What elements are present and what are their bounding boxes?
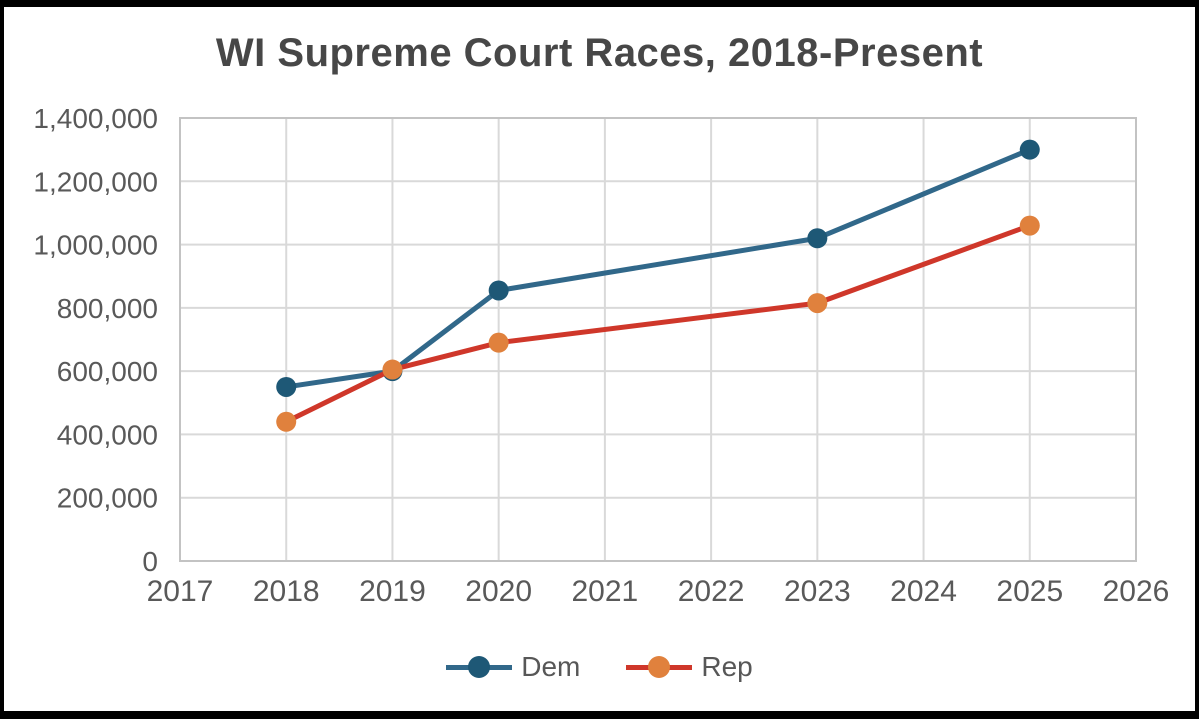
x-axis-tick-label: 2026 bbox=[1103, 575, 1170, 608]
data-point-rep-2020 bbox=[488, 332, 509, 353]
chart-title: WI Supreme Court Races, 2018-Present bbox=[215, 31, 984, 75]
y-axis-tick-label: 0 bbox=[142, 546, 158, 577]
y-axis-tick-label: 1,400,000 bbox=[33, 103, 158, 134]
legend-label: Dem bbox=[521, 651, 581, 682]
data-point-rep-2023 bbox=[807, 293, 828, 314]
x-axis-tick-label: 2025 bbox=[996, 575, 1063, 608]
data-point-dem-2025 bbox=[1019, 139, 1040, 160]
legend-marker-dot bbox=[648, 656, 671, 678]
legend-item-rep: Rep bbox=[626, 651, 753, 683]
data-point-rep-2025 bbox=[1019, 215, 1040, 236]
legend-label: Rep bbox=[701, 651, 753, 682]
x-axis-tick-label: 2024 bbox=[890, 575, 957, 608]
data-point-rep-2018 bbox=[276, 411, 297, 432]
legend-marker-dot bbox=[468, 656, 491, 678]
x-axis-tick-label: 2018 bbox=[253, 575, 320, 608]
x-axis-tick-label: 2023 bbox=[784, 575, 851, 608]
y-axis-tick-label: 600,000 bbox=[57, 356, 158, 387]
plot-border bbox=[179, 117, 1137, 562]
legend-swatch-rep bbox=[626, 656, 693, 678]
data-point-rep-2019 bbox=[382, 359, 403, 380]
line-chart: 0 200,000 400,000 600,000 800,000 1,000,000 1,… bbox=[33, 103, 1170, 608]
x-axis-tick-label: 2019 bbox=[359, 575, 426, 608]
legend-swatch-dem bbox=[446, 656, 513, 678]
y-axis-tick-label: 1,200,000 bbox=[33, 166, 158, 197]
data-point-dem-2023 bbox=[807, 228, 828, 249]
chart-legend: Dem Rep bbox=[4, 651, 1195, 683]
x-axis-tick-label: 2017 bbox=[147, 575, 214, 608]
legend-item-dem: Dem bbox=[446, 651, 580, 683]
series-line-rep bbox=[283, 223, 1033, 425]
y-axis-tick-label: 800,000 bbox=[57, 293, 158, 324]
data-point-dem-2020 bbox=[488, 280, 509, 301]
data-point-dem-2018 bbox=[276, 376, 297, 397]
x-axis-tick-label: 2021 bbox=[572, 575, 639, 608]
x-axis-tick-label: 2022 bbox=[678, 575, 745, 608]
y-axis-tick-label: 200,000 bbox=[57, 483, 158, 514]
y-axis-tick-label: 1,000,000 bbox=[33, 230, 158, 261]
y-axis-tick-label: 400,000 bbox=[57, 419, 158, 450]
x-axis-tick-label: 2020 bbox=[465, 575, 532, 608]
